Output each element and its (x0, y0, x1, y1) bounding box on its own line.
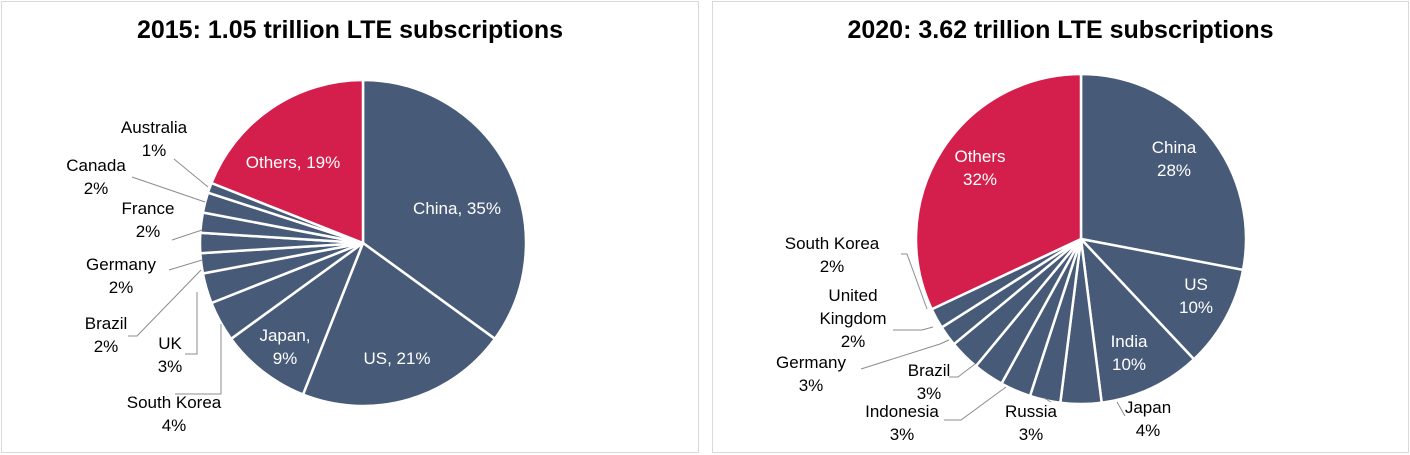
leader-line-japan (1116, 401, 1126, 417)
slice-label-us: US 10% (1179, 275, 1213, 317)
slice-label-france: France 2% (122, 199, 175, 241)
slice-label-australia: Australia 1% (121, 118, 188, 160)
slice-label-japan: Japan, 9% (259, 326, 310, 368)
slice-label-us: US, 21% (363, 349, 430, 368)
chart-panel-2015: 2015: 1.05 trillion LTE subscriptions Ch… (1, 1, 699, 453)
pie-slice-china (361, 78, 528, 341)
leader-line-brazil (128, 269, 202, 337)
slice-label-china: China, 35% (413, 199, 501, 218)
slice-label-india: India 10% (1111, 332, 1148, 374)
leader-line-south-korea (901, 253, 928, 310)
pie-chart-2015: China, 35% US, 21% Japan, 9% South Korea 4% UK… (66, 78, 528, 435)
leader-line-russia (1043, 397, 1052, 403)
leader-line-south-korea (175, 324, 222, 395)
slice-label-brazil: Brazil 2% (85, 314, 128, 356)
pie-slices (198, 78, 528, 408)
slice-label-canada: Canada 2% (66, 156, 126, 198)
pie-slice-us (1079, 237, 1245, 361)
pie-chart-2020: China 28% US 10% India 10% Japan 4% Russia 3% Indo… (776, 72, 1248, 444)
slice-label-others: Others, 19% (246, 153, 341, 172)
pie-slice-japan (229, 241, 365, 396)
slice-label-japan: Japan 4% (1125, 398, 1171, 440)
slice-label-south-korea: South Korea 2% (785, 234, 880, 276)
leader-line-germany (860, 339, 950, 370)
leader-line-germany (168, 259, 203, 271)
leader-line-australia (173, 158, 209, 188)
slice-label-south-korea: South Korea 4% (127, 393, 222, 435)
leader-line-united-kingdom (893, 326, 934, 331)
chart-title-2020: 2020: 3.62 trillion LTE subscriptions (847, 16, 1274, 44)
pie-slice-china (1079, 72, 1248, 272)
slice-label-indonesia: Indonesia 3% (865, 402, 939, 444)
leader-line-uk (185, 292, 198, 355)
leader-line-brazil (949, 363, 976, 378)
slice-label-uk: UK 3% (158, 334, 183, 376)
pie-slice-us (301, 241, 497, 408)
leader-line-indonesia (944, 386, 1007, 421)
pie-labels: China, 35% US, 21% Japan, 9% South Korea 4% UK… (66, 118, 501, 435)
pie-slices (914, 72, 1248, 406)
pie-slice-others (210, 78, 365, 245)
pie-slice-india (1079, 237, 1196, 404)
leader-line-canada (131, 176, 206, 203)
slice-label-china: China 28% (1152, 138, 1197, 180)
slice-label-united-kingdom: United Kingdom 2% (819, 286, 886, 351)
leader-line-france (171, 229, 203, 241)
slice-label-germany: Germany 2% (86, 255, 156, 297)
slice-label-russia: Russia 3% (1005, 402, 1058, 444)
chart-title-2015: 2015: 1.05 trillion LTE subscriptions (136, 16, 564, 44)
pie-labels: China 28% US 10% India 10% Japan 4% Russia 3% Indo… (776, 138, 1213, 444)
slice-label-others: Others 32% (954, 147, 1005, 189)
slice-label-germany: Germany 3% (776, 353, 846, 395)
slice-label-brazil: Brazil 3% (908, 361, 951, 403)
pie-slice-others (914, 72, 1083, 311)
chart-panel-2020: 2020: 3.62 trillion LTE subscriptions Ch… (712, 1, 1409, 453)
